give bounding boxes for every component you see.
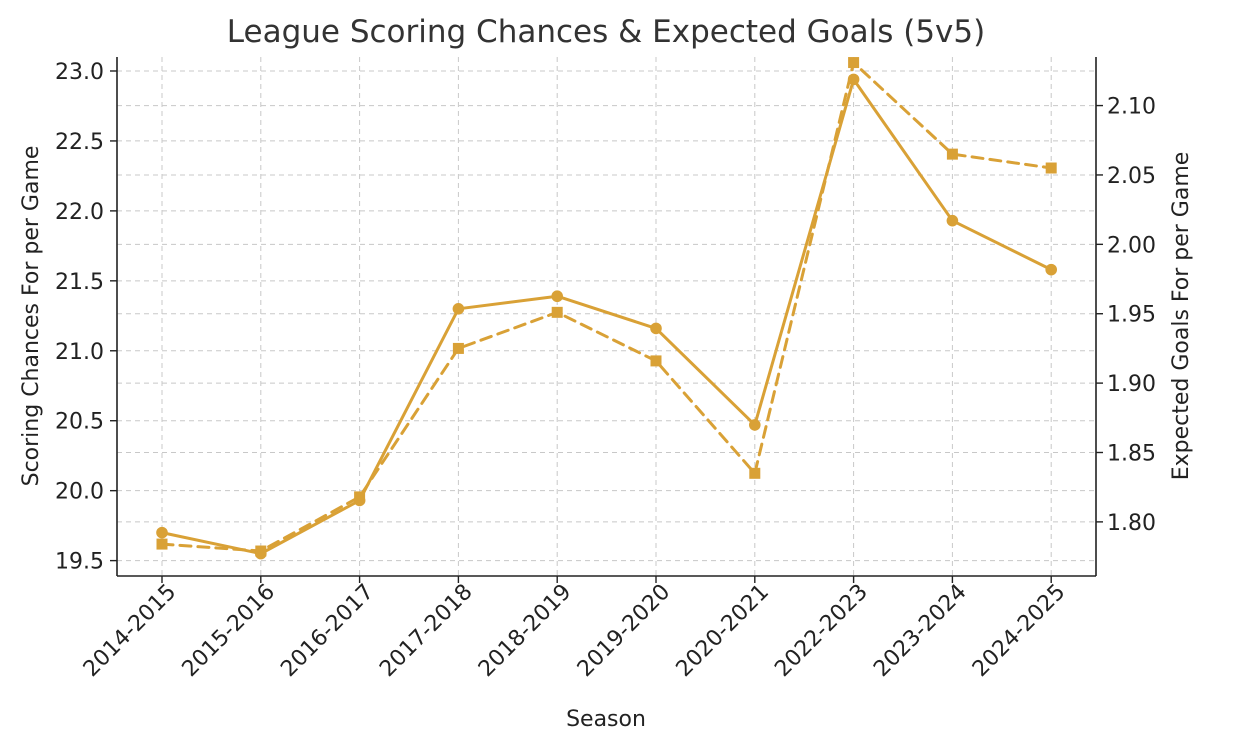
left-tick-label: 21.0 [55,340,104,365]
x-tick-label: 2020-2021 [672,580,774,682]
right-tick-label: 2.10 [1107,95,1156,120]
circle-point [946,214,959,227]
square-point [1045,162,1057,174]
left-tick-label: 22.5 [55,130,104,155]
right-tick-label: 1.85 [1107,441,1156,466]
circle-point [452,303,465,315]
circle-point [749,419,761,431]
chart-title: League Scoring Chances & Expected Goals … [227,14,985,50]
grid [117,57,1096,576]
right-tick-label: 1.95 [1107,303,1156,328]
square-point [452,342,464,354]
circle-point [551,290,563,303]
right-tick-label: 1.90 [1107,372,1156,397]
x-tick-label: 2017-2018 [375,580,477,682]
left-tick-label: 23.0 [55,60,104,85]
right-tick-label: 1.80 [1107,511,1156,536]
series-layer [156,57,1057,560]
square-point [749,467,761,479]
left-tick-label: 22.0 [55,200,104,225]
dashed-series-line [160,61,1053,553]
square-point [946,148,958,160]
right-tick-label: 2.00 [1107,233,1156,258]
circle-point [1045,263,1057,276]
square-point [255,545,267,557]
circle-point [650,322,662,335]
x-tick-label: 2015-2016 [178,580,280,682]
x-tick-label: 2019-2020 [573,580,675,682]
circle-point [156,526,168,539]
right-tick-label: 2.05 [1107,164,1156,189]
left-tick-label: 21.5 [55,270,104,295]
x-tick-label: 2014-2015 [79,580,181,682]
x-tick-label: 2018-2019 [474,580,576,682]
x-tick-label: 2016-2017 [276,580,378,682]
square-point [551,306,563,318]
left-tick-label: 19.5 [55,550,104,575]
tick-layer: 2014-20152015-20162016-20172017-20182018… [55,60,1156,682]
axes [116,57,1097,577]
left-tick-label: 20.5 [55,410,104,435]
square-point [354,491,366,503]
square-point [156,538,168,550]
x-tick-label: 2022-2023 [770,580,872,682]
square-point [848,57,860,69]
square-point [650,355,662,367]
left-y-axis-label: Scoring Chances For per Game [19,146,44,487]
solid-series-line [160,77,1053,556]
x-tick-label: 2023-2024 [869,580,971,682]
x-axis-label: Season [566,707,646,732]
x-tick-label: 2024-2025 [968,580,1070,682]
right-y-axis-label: Expected Goals For per Game [1169,152,1194,481]
left-tick-label: 20.0 [55,480,104,505]
